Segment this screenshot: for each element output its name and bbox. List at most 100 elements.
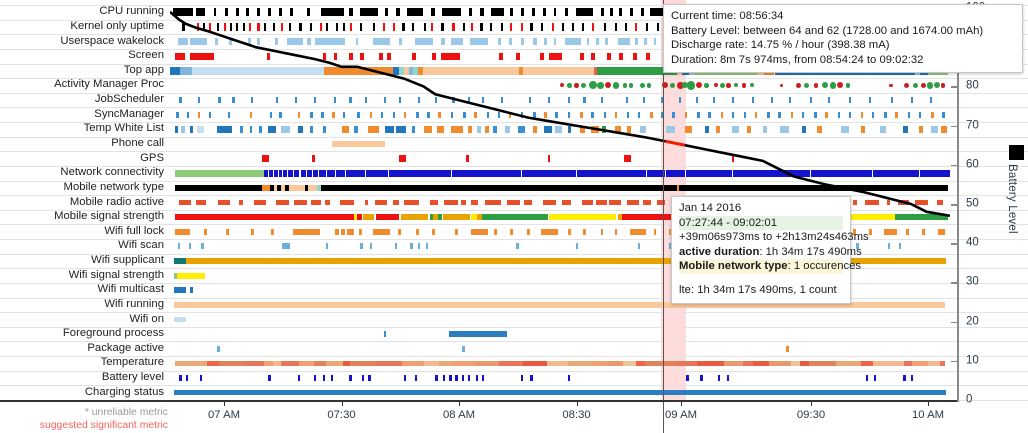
timeline-segment[interactable] [778, 111, 781, 118]
timeline-segment[interactable] [430, 199, 438, 206]
timeline-segment[interactable] [455, 374, 458, 382]
timeline-segment[interactable] [575, 8, 593, 17]
timeline-segment[interactable] [350, 22, 353, 31]
timeline-segment[interactable] [242, 360, 265, 367]
timeline-segment[interactable] [840, 126, 849, 133]
timeline-segment[interactable] [644, 38, 647, 45]
timeline-segment[interactable] [731, 111, 734, 118]
track-wifi-supplicant[interactable] [170, 258, 950, 264]
proc-event-dot[interactable] [726, 83, 731, 88]
timeline-segment[interactable] [354, 126, 358, 133]
timeline-segment[interactable] [186, 258, 947, 264]
timeline-segment[interactable] [650, 111, 653, 118]
timeline-segment[interactable] [744, 111, 747, 118]
timeline-segment[interactable] [510, 8, 514, 17]
timeline-segment[interactable] [907, 111, 911, 118]
timeline-segment[interactable] [199, 374, 203, 382]
timeline-segment[interactable] [174, 169, 264, 177]
timeline-segment[interactable] [276, 199, 289, 206]
timeline-segment[interactable] [223, 22, 226, 31]
proc-event-dot[interactable] [661, 82, 668, 89]
timeline-segment[interactable] [523, 67, 594, 75]
timeline-segment[interactable] [402, 360, 425, 367]
timeline-segment[interactable] [213, 8, 217, 17]
timeline-segment[interactable] [216, 22, 219, 31]
timeline-segment[interactable] [404, 67, 409, 75]
timeline-segment[interactable] [310, 126, 314, 133]
timeline-segment[interactable] [607, 360, 623, 367]
timeline-segment[interactable] [402, 22, 405, 31]
timeline-segment[interactable] [828, 96, 831, 104]
timeline-segment[interactable] [678, 96, 681, 104]
timeline-segment[interactable] [801, 126, 807, 133]
timeline-segment[interactable] [425, 243, 429, 250]
track-battery-level[interactable] [170, 374, 950, 382]
timeline-segment[interactable] [541, 22, 544, 31]
timeline-segment[interactable] [606, 52, 611, 60]
timeline-segment[interactable] [317, 184, 322, 192]
timeline-segment[interactable] [521, 374, 524, 382]
timeline-segment[interactable] [653, 38, 657, 45]
timeline-segment[interactable] [547, 96, 550, 104]
timeline-segment[interactable] [522, 360, 547, 367]
timeline-segment[interactable] [368, 374, 371, 382]
timeline-segment[interactable] [441, 38, 445, 45]
timeline-segment[interactable] [215, 38, 218, 45]
timeline-segment[interactable] [414, 374, 418, 382]
timeline-segment[interactable] [500, 22, 503, 31]
timeline-segment[interactable] [779, 126, 790, 133]
timeline-segment[interactable] [518, 67, 524, 75]
timeline-segment[interactable] [507, 199, 520, 206]
timeline-segment[interactable] [521, 111, 524, 118]
timeline-segment[interactable] [182, 22, 185, 31]
track-package-active[interactable] [170, 345, 950, 352]
timeline-segment[interactable] [416, 228, 420, 235]
timeline-segment[interactable] [325, 199, 331, 206]
timeline-segment[interactable] [332, 111, 335, 118]
timeline-segment[interactable] [173, 302, 946, 308]
timeline-segment[interactable] [627, 111, 630, 118]
timeline-segment[interactable] [198, 111, 201, 118]
timeline-segment[interactable] [546, 360, 569, 367]
timeline-segment[interactable] [492, 126, 497, 133]
timeline-segment[interactable] [497, 38, 501, 45]
timeline-segment[interactable] [282, 243, 291, 250]
timeline-segment[interactable] [666, 126, 675, 133]
timeline-segment[interactable] [642, 96, 645, 104]
timeline-segment[interactable] [411, 22, 414, 31]
timeline-segment[interactable] [418, 243, 421, 250]
timeline-segment[interactable] [399, 96, 402, 104]
timeline-segment[interactable] [603, 111, 606, 118]
timeline-segment[interactable] [279, 8, 282, 17]
timeline-segment[interactable] [767, 111, 770, 118]
timeline-segment[interactable] [375, 213, 400, 221]
timeline-segment[interactable] [309, 22, 312, 31]
timeline-segment[interactable] [461, 345, 465, 352]
proc-event-dot[interactable] [676, 82, 684, 89]
timeline-segment[interactable] [527, 228, 530, 235]
timeline-segment[interactable] [580, 52, 585, 60]
timeline-segment[interactable] [248, 22, 251, 31]
timeline-segment[interactable] [697, 360, 725, 367]
timeline-segment[interactable] [321, 184, 949, 192]
timeline-segment[interactable] [650, 8, 663, 17]
timeline-segment[interactable] [264, 360, 273, 367]
timeline-segment[interactable] [474, 111, 477, 118]
timeline-segment[interactable] [364, 199, 369, 206]
timeline-segment[interactable] [921, 228, 925, 235]
timeline-segment[interactable] [929, 96, 932, 104]
proc-event-dot[interactable] [912, 82, 919, 89]
timeline-segment[interactable] [319, 22, 322, 31]
timeline-segment[interactable] [553, 8, 557, 17]
timeline-segment[interactable] [441, 22, 444, 31]
track-temperature[interactable] [170, 360, 950, 367]
timeline-segment[interactable] [848, 111, 851, 118]
timeline-segment[interactable] [549, 52, 563, 60]
timeline-segment[interactable] [336, 22, 339, 31]
timeline-segment[interactable] [262, 184, 270, 192]
timeline-segment[interactable] [639, 126, 646, 133]
timeline-segment[interactable] [603, 22, 606, 31]
proc-event-dot[interactable] [926, 82, 933, 89]
timeline-segment[interactable] [423, 22, 426, 31]
timeline-segment[interactable] [287, 38, 303, 45]
